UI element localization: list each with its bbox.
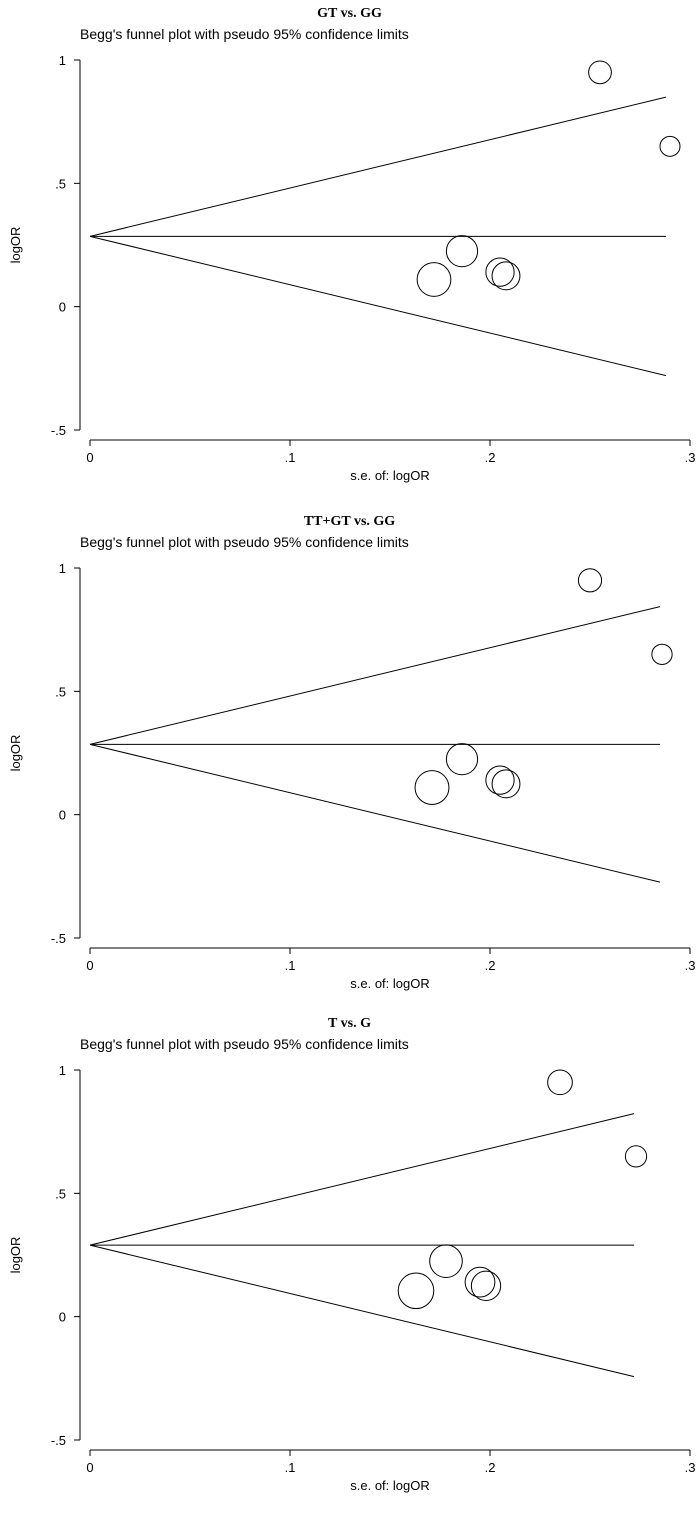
x-tick-label: .3 [685, 450, 696, 465]
y-tick-label: -.5 [51, 423, 66, 438]
study-point [651, 643, 673, 665]
study-point [397, 1272, 435, 1310]
chart-title: T vs. G [328, 1016, 371, 1031]
y-tick-label: -.5 [51, 1433, 66, 1448]
y-tick-label: 0 [59, 1310, 66, 1325]
funnel-plot-svg: -.5 0 .5 1 0 .1 .2 .3 s.e. of: logOR logOR [8, 561, 696, 991]
x-tick-label: .3 [685, 1460, 696, 1475]
y-tick-label: 0 [59, 300, 66, 315]
x-tick-label: 0 [86, 450, 93, 465]
x-axis-label: s.e. of: logOR [350, 468, 429, 483]
lower-confidence-limit [89, 1244, 635, 1378]
y-tick-label: 1 [59, 1063, 66, 1078]
study-point [624, 1145, 648, 1168]
chart-subtitle: Begg's funnel plot with pseudo 95% confi… [80, 534, 409, 550]
x-tick-label: .1 [285, 958, 296, 973]
chart-subtitle: Begg's funnel plot with pseudo 95% confi… [80, 26, 409, 42]
study-point [445, 235, 479, 268]
study-point [485, 257, 515, 287]
study-point [491, 769, 521, 799]
study-point [659, 135, 681, 157]
study-point [470, 1270, 502, 1301]
x-tick-label: 0 [86, 958, 93, 973]
funnel-plot-2: TT+GT vs. GG Begg's funnel plot with pse… [0, 508, 699, 1013]
y-tick-label: -.5 [51, 931, 66, 946]
study-point [429, 1244, 463, 1278]
upper-confidence-limit [89, 96, 667, 237]
y-tick-label: .5 [55, 684, 66, 699]
x-tick-label: .2 [485, 450, 496, 465]
x-tick-label: .2 [485, 958, 496, 973]
y-axis-label: logOR [8, 227, 23, 264]
x-tick-label: 0 [86, 1460, 93, 1475]
y-tick-label: .5 [55, 176, 66, 191]
funnel-plot-1: GT vs. GG Begg's funnel plot with pseudo… [0, 0, 699, 505]
study-point [491, 261, 521, 291]
study-point [464, 1266, 496, 1298]
study-point [485, 765, 515, 795]
chart-title: TT+GT vs. GG [303, 514, 396, 529]
funnel-plot-svg: -.5 0 .5 1 0 .1 .2 .3 s.e. of: logOR logOR [8, 1063, 696, 1493]
y-tick-label: .5 [55, 1186, 66, 1201]
study-point [416, 262, 452, 297]
y-tick-label: 1 [59, 53, 66, 68]
x-axis-label: s.e. of: logOR [350, 1478, 429, 1493]
study-point [414, 770, 450, 805]
study-point [445, 743, 479, 776]
study-point [547, 1069, 573, 1096]
funnel-plot-3: T vs. G Begg's funnel plot with pseudo 9… [0, 1010, 699, 1515]
chart-title: GT vs. GG [317, 6, 382, 21]
y-tick-label: 0 [59, 808, 66, 823]
y-axis-label: logOR [8, 735, 23, 772]
y-tick-label: 1 [59, 561, 66, 576]
x-tick-label: .2 [485, 1460, 496, 1475]
y-axis-label: logOR [8, 1237, 23, 1274]
lower-confidence-limit [89, 743, 661, 883]
x-tick-label: .3 [685, 958, 696, 973]
upper-confidence-limit [89, 1113, 635, 1246]
lower-confidence-limit [89, 235, 667, 377]
x-tick-label: .1 [285, 1460, 296, 1475]
funnel-plot-svg: -.5 0 .5 1 0 .1 .2 .3 s.e. of: logOR logOR [8, 53, 696, 483]
study-point [588, 60, 612, 85]
x-axis-label: s.e. of: logOR [350, 976, 429, 991]
upper-confidence-limit [89, 606, 661, 745]
x-tick-label: .1 [285, 450, 296, 465]
study-point [577, 568, 603, 593]
chart-subtitle: Begg's funnel plot with pseudo 95% confi… [80, 1036, 409, 1052]
